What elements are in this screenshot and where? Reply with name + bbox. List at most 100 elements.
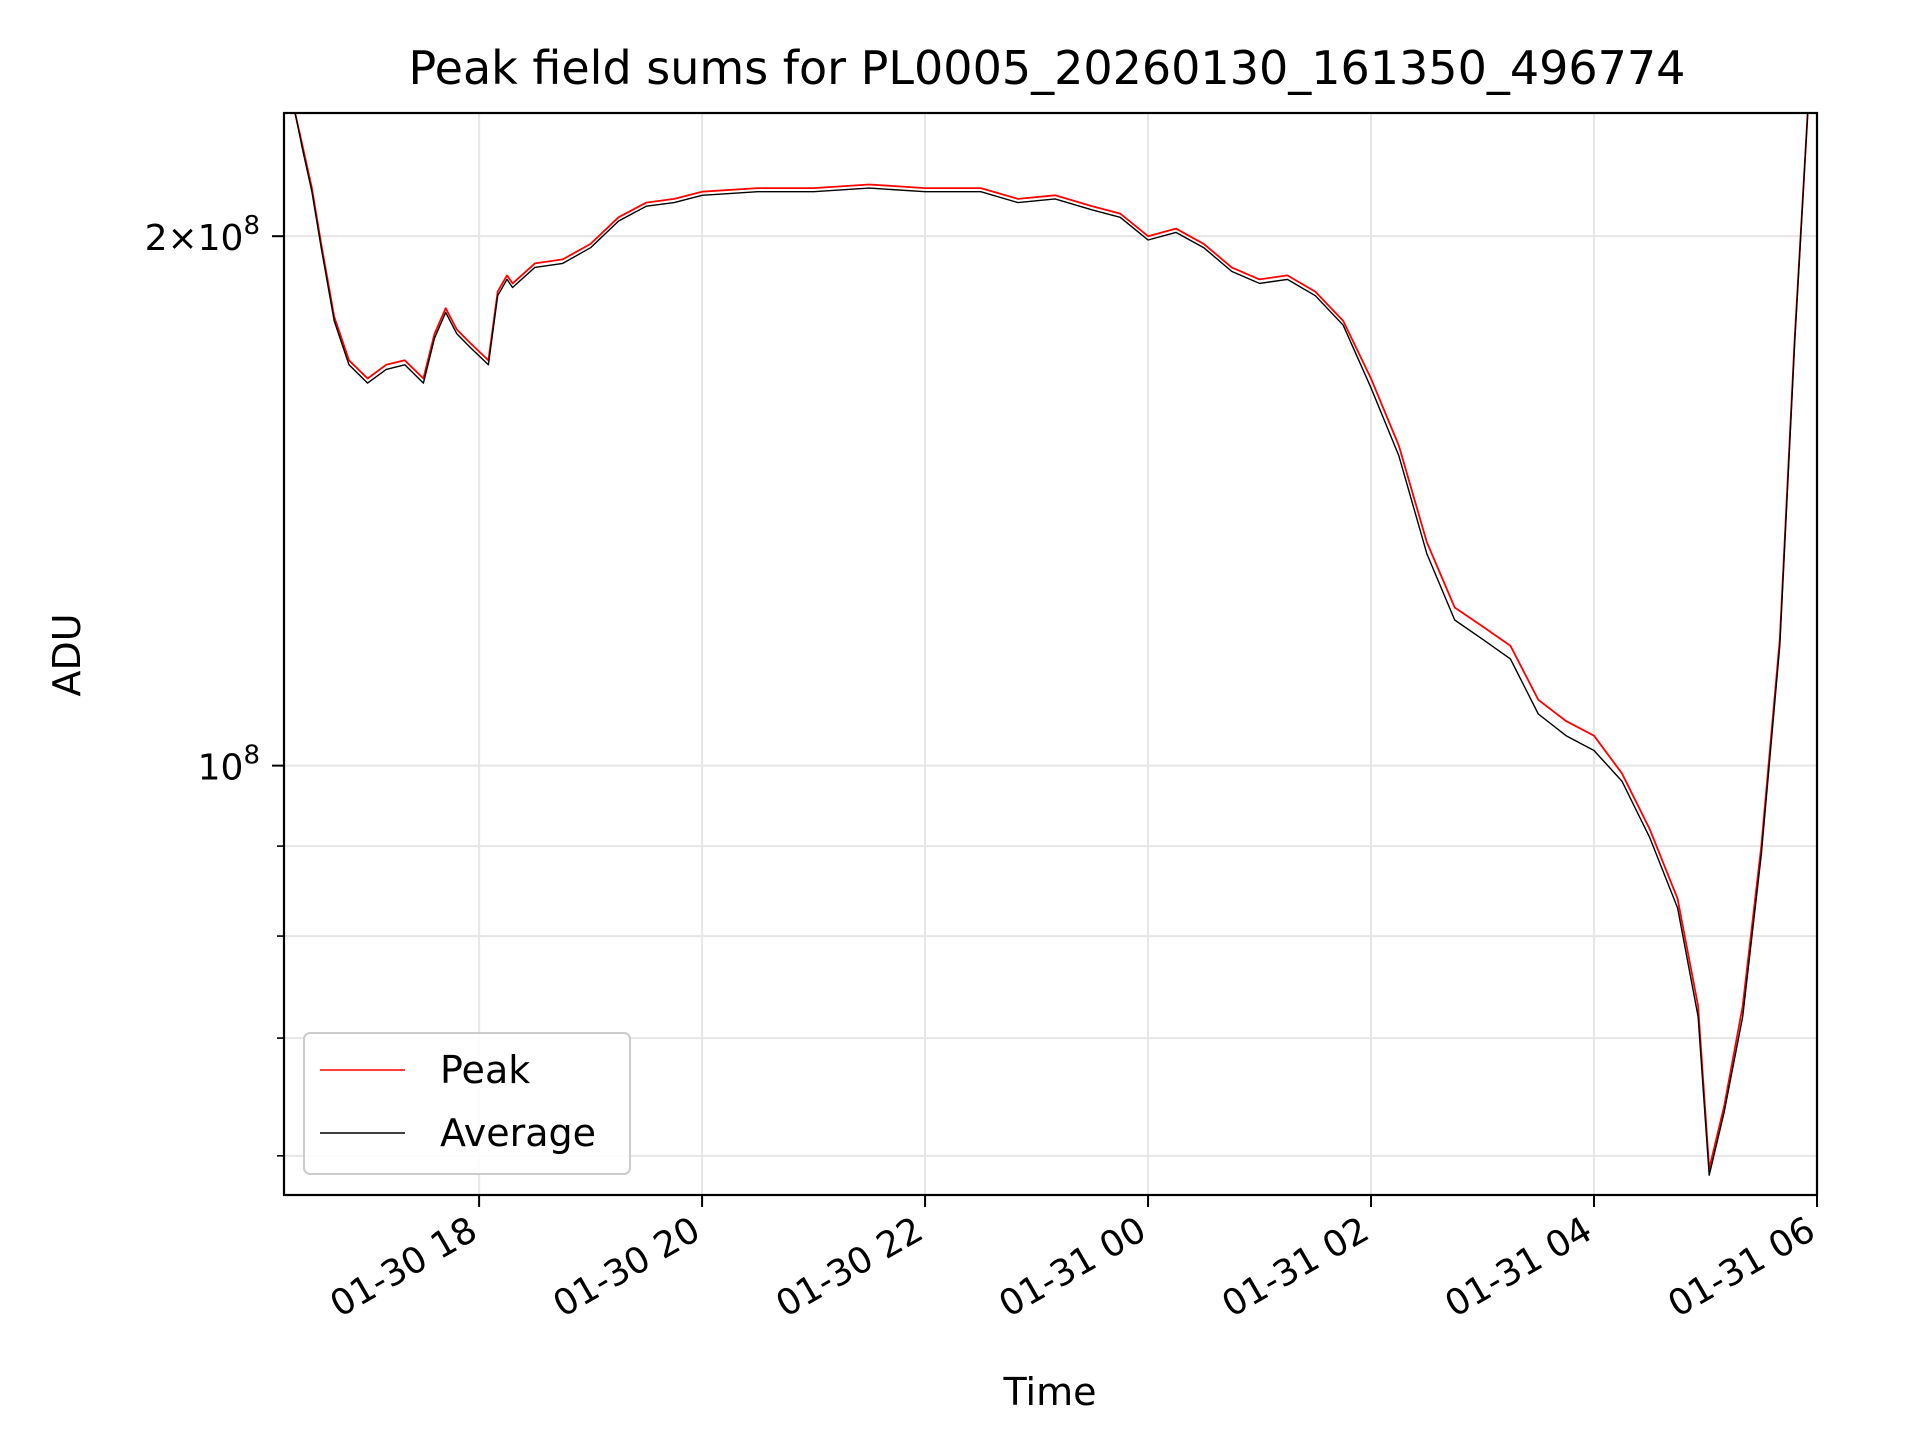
- data-point-average: [1342, 324, 1344, 326]
- data-point-average: [1315, 295, 1317, 297]
- data-point-peak: [1649, 829, 1651, 831]
- data-point-average: [302, 149, 304, 151]
- data-point-average: [1649, 837, 1651, 839]
- data-point-peak: [434, 333, 436, 335]
- data-point-average: [1565, 735, 1567, 737]
- data-point-average: [1147, 239, 1149, 241]
- series-line-average: [294, 112, 1809, 1176]
- data-point-average: [1287, 279, 1289, 281]
- data-point-peak: [1398, 445, 1400, 447]
- series-line-peak: [294, 112, 1809, 1170]
- data-point-average: [1538, 713, 1540, 715]
- data-point-peak: [1017, 198, 1019, 200]
- data-point-average: [497, 295, 499, 297]
- data-point-peak: [1621, 773, 1623, 775]
- data-point-average: [813, 191, 815, 193]
- data-point-peak: [1287, 275, 1289, 277]
- data-point-peak: [404, 360, 406, 362]
- data-point-average: [1398, 455, 1400, 457]
- data-point-average: [367, 382, 369, 384]
- data-point-average: [1175, 232, 1177, 234]
- data-point-average: [1231, 271, 1233, 273]
- data-point-average: [506, 279, 508, 281]
- legend-label-average: Average: [440, 1111, 596, 1155]
- legend-label-peak: Peak: [440, 1048, 530, 1092]
- legend-box: [303, 1032, 631, 1175]
- data-point-peak: [1538, 699, 1540, 701]
- data-point-average: [423, 382, 425, 384]
- y-axis-ticks: 108 2×108: [145, 211, 284, 1157]
- data-point-average: [404, 364, 406, 366]
- data-point-peak: [512, 283, 514, 285]
- data-point-average: [385, 369, 387, 371]
- y-tick-label: 108: [198, 741, 260, 789]
- data-point-peak: [869, 184, 871, 186]
- data-point-average: [348, 364, 350, 366]
- data-point-average: [869, 187, 871, 189]
- data-point-peak: [1677, 898, 1679, 900]
- data-point-peak: [1147, 235, 1149, 237]
- data-point-average: [434, 337, 436, 339]
- data-point-peak: [1315, 291, 1317, 293]
- data-point-peak: [1697, 1005, 1699, 1007]
- data-point-peak: [367, 378, 369, 380]
- data-point-peak: [1342, 320, 1344, 322]
- data-point-average: [1054, 198, 1056, 200]
- data-point-peak: [1593, 735, 1595, 737]
- plot-frame: [282, 111, 1819, 1197]
- data-point-average: [1742, 1016, 1744, 1018]
- data-point-average: [701, 195, 703, 197]
- data-point-average: [320, 247, 322, 249]
- data-point-peak: [1565, 720, 1567, 722]
- data-point-peak: [1370, 378, 1372, 380]
- data-point-peak: [534, 263, 536, 265]
- data-point-average: [1259, 283, 1261, 285]
- data-point-peak: [469, 342, 471, 344]
- data-point-average: [1723, 1112, 1725, 1114]
- data-point-peak: [1175, 228, 1177, 230]
- data-point-peak: [1510, 645, 1512, 647]
- data-point-average: [618, 220, 620, 222]
- y-tick-label: 2×108: [145, 211, 260, 259]
- data-point-average: [1761, 854, 1763, 856]
- legend: Peak Average: [303, 1032, 631, 1175]
- data-point-average: [1426, 553, 1428, 555]
- data-point-average: [534, 267, 536, 269]
- data-point-peak: [673, 198, 675, 200]
- data-point-peak: [924, 187, 926, 189]
- data-point-average: [757, 191, 759, 193]
- data-point-peak: [1119, 213, 1121, 215]
- y-axis-label: ADU: [45, 613, 89, 696]
- data-point-peak: [1482, 626, 1484, 628]
- data-point-peak: [1231, 267, 1233, 269]
- data-point-average: [1677, 907, 1679, 909]
- data-point-average: [1203, 247, 1205, 249]
- data-point-average: [488, 364, 490, 366]
- data-point-peak: [1203, 243, 1205, 245]
- data-point-peak: [757, 187, 759, 189]
- data-point-average: [1370, 387, 1372, 389]
- data-point-average: [1621, 780, 1623, 782]
- data-point-average: [445, 312, 447, 314]
- x-axis-label: Time: [1003, 1370, 1097, 1414]
- data-point-average: [333, 320, 335, 322]
- data-point-average: [1017, 202, 1019, 204]
- data-point-peak: [1054, 195, 1056, 197]
- data-point-peak: [590, 243, 592, 245]
- data-point-average: [512, 287, 514, 289]
- data-point-average: [1119, 217, 1121, 219]
- data-point-peak: [497, 291, 499, 293]
- data-point-average: [924, 191, 926, 193]
- data-point-average: [1092, 209, 1094, 211]
- data-point-average: [1593, 750, 1595, 752]
- data-point-peak: [813, 187, 815, 189]
- data-point-average: [1697, 1016, 1699, 1018]
- chart-title: Peak field sums for PL0005_20260130_1613…: [409, 41, 1686, 95]
- data-point-average: [590, 247, 592, 249]
- data-point-average: [469, 346, 471, 348]
- data-point-peak: [980, 187, 982, 189]
- data-point-peak: [1454, 607, 1456, 609]
- data-point-average: [673, 202, 675, 204]
